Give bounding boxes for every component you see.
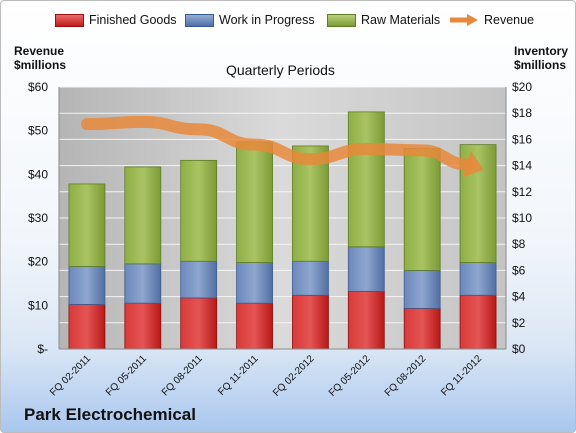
right-tick-label: $6 [512,263,526,277]
company-name: Park Electrochemical [24,405,196,424]
bar-work-in-progress [403,269,441,309]
right-tick-label: $14 [512,159,532,173]
bar-raw-materials [124,166,162,265]
legend-label-revenue: Revenue [484,13,535,27]
right-axis-title-line-1: Inventory [514,44,569,58]
right-tick-label: $18 [512,106,532,120]
category-tick-label: FQ 05-2012 [327,353,373,399]
legend-label-work-in-progress: Work in Progress [219,13,315,27]
right-tick-label: $8 [512,237,526,251]
bar-work-in-progress [124,263,162,304]
bar-raw-materials [236,141,273,263]
right-tick-label: $20 [512,80,532,94]
left-tick-label: $40 [28,167,48,181]
legend-swatch-finished-goods [55,13,84,27]
right-axis-title-line-2: $millions [514,58,567,72]
legend-swatch-raw-materials [327,13,356,27]
bar-work-in-progress [236,262,273,304]
category-tick-label: FQ 02-2011 [48,353,93,398]
bar-finished-goods [236,302,273,350]
bar-work-in-progress [292,260,329,296]
bar-finished-goods [292,294,329,350]
revenue-line [80,115,484,178]
legend: Finished Goods Work in Progress Raw Mate… [0,13,576,33]
legend-item-work-in-progress: Work in Progress [185,13,315,27]
legend-swatch-revenue-arrow-icon [450,14,478,26]
right-tick-label: $16 [512,132,532,146]
bar-raw-materials [347,111,385,248]
chart-title: Quarterly Periods [226,62,335,78]
bar-raw-materials [180,159,218,262]
left-axis-title-line-1: Revenue [14,44,65,58]
legend-item-raw-materials: Raw Materials [327,13,440,27]
bar-finished-goods [459,294,497,350]
bar-finished-goods [124,302,162,350]
right-tick-label: $12 [512,185,532,199]
left-tick-label: $10 [28,298,48,312]
right-tick-label: $4 [512,290,526,304]
bar-work-in-progress [68,266,106,305]
right-axis-title: Inventory $millions [514,44,568,72]
right-tick-label: $10 [512,211,532,225]
left-tick-label: $- [37,342,48,356]
category-tick-label: FQ 11-2011 [216,353,261,398]
legend-label-finished-goods: Finished Goods [89,13,177,27]
category-tick-label: FQ 08-2011 [160,353,205,398]
category-tick-label: FQ 08-2012 [383,353,429,399]
legend-label-raw-materials: Raw Materials [361,13,441,27]
bar-finished-goods [347,290,385,350]
category-tick-label: FQ 11-2012 [439,353,484,398]
legend-swatch-work-in-progress [185,13,214,27]
bar-finished-goods [68,304,106,350]
left-tick-label: $50 [28,124,48,138]
bar-work-in-progress [347,246,385,292]
bar-finished-goods [180,297,218,350]
bar-raw-materials [403,148,441,271]
right-tick-label: $0 [512,342,526,356]
left-tick-label: $30 [28,211,48,225]
legend-item-revenue: Revenue [449,13,534,27]
bar-raw-materials [68,183,106,267]
bar-work-in-progress [180,260,218,299]
revenue-arrow-head [462,150,484,178]
bar-work-in-progress [459,262,497,296]
bar-finished-goods [403,307,441,350]
left-tick-label: $20 [28,255,48,269]
left-axis-title-line-2: $millions [14,58,67,72]
category-tick-label: FQ 02-2012 [271,353,317,399]
bar-raw-materials [292,145,329,262]
revenue-line-path [80,115,475,171]
right-tick-label: $2 [512,316,526,330]
left-tick-label: $60 [28,80,48,94]
left-axis-title: Revenue $millions [14,44,66,72]
category-tick-label: FQ 05-2011 [104,353,149,398]
legend-item-finished-goods: Finished Goods [55,13,177,27]
